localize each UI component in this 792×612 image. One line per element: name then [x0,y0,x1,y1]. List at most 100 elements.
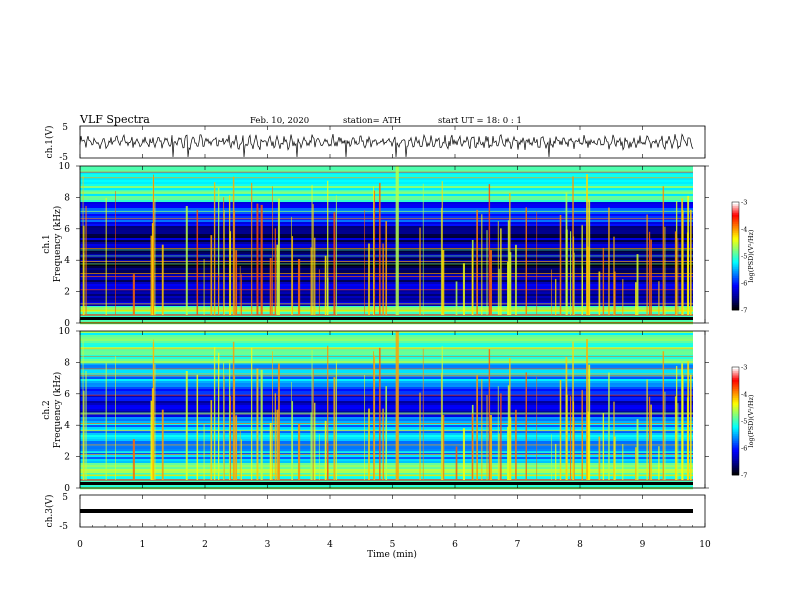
ch2-colorbar-swatch [732,399,739,402]
ch1-spectrogram-sferic [297,259,301,315]
ch2-spectrogram-row [80,367,693,370]
ch2-spectrogram-sferic [217,352,220,480]
ch2-spectrogram-sferic [622,444,624,480]
ch1-spectrogram-sferic [333,212,336,315]
ch1-spectrogram-row [80,216,693,219]
ch1-spectrogram-sferic [658,281,660,315]
ch2-spectrogram-ytick-label: 8 [64,358,70,368]
ch2-colorbar-swatch [732,421,739,424]
ch2-spectrogram-sferic [314,402,316,480]
ch1-spectrogram-sferic [497,221,499,315]
ch1-spectrogram-sferic [310,247,312,315]
ch2-spectrogram-sferic [153,339,155,480]
ch1-colorbar-swatch [732,279,739,282]
ch2-spectrogram-sferic [291,401,294,480]
ch2-spectrogram-sferic [132,439,135,480]
ch1-spectrogram-ytick-label: 6 [64,225,70,235]
ch1-spectrogram-sferic [223,210,225,315]
ch1-spectrogram-sferic [364,209,365,315]
ch2-spectrogram-sferic [324,420,327,480]
ch2-spectrogram-sferic [82,340,84,480]
ch1-spectrogram-sferic [327,277,329,315]
ch1-colorbar-swatch [732,302,739,305]
ch1-colorbar-swatch [732,288,739,291]
ch2-spectrogram-row [80,357,693,360]
ch2-spectrogram-sferic [310,412,312,480]
ch1-spectrogram-sferic [291,216,292,315]
ch1-spectrogram-sferic [565,192,568,315]
ch2-spectrogram-sferic [251,347,253,480]
ch2-spectrogram-sferic [327,442,329,480]
ch2-spectrogram-sferic [572,341,574,480]
ch1-colorbar-tick-label: -6 [741,280,747,288]
ch2-spectrogram-sferic [234,375,236,480]
ch1-spectrogram-no-data [693,166,705,323]
ch2-spectrogram-sferic [586,339,588,480]
ch2-spectrogram-sferic [274,393,276,480]
ch2-spectrogram-sferic [498,433,500,480]
ch1-spectrogram-narrowband-line [80,321,693,323]
ch1-colorbar-swatch [732,274,739,277]
ch1-spectrogram-sferic [318,269,320,315]
ch1-spectrogram-row [80,178,693,181]
ch2-spectrogram-sferic [241,439,242,480]
ch2-colorbar-swatch [732,392,739,395]
ch2-colorbar-swatch [732,415,739,418]
ch2-colorbar-swatch [732,430,739,433]
ch2-spectrogram-sferic [608,372,610,480]
ch2-colorbar-swatch [732,467,739,470]
time-tick-label: 2 [202,540,208,550]
ch2-spectrogram-row [80,365,693,368]
ch2-spectrogram-sferic [662,351,665,480]
ch2-spectrogram-sferic [419,392,421,480]
ch2-colorbar-swatch [732,473,739,476]
ch2-spectrogram-image [80,331,705,490]
time-tick-label: 4 [327,540,333,550]
ch1-colorbar-swatch [732,277,739,280]
ch3-ytick-top: 5 [62,493,68,503]
ch2-spectrogram-sferic [218,439,219,480]
ch2-spectrogram-sferic [277,363,280,480]
ch2-spectrogram-narrowband-line [80,375,693,377]
ch1-spectrogram-sferic [196,209,199,315]
ch1-spectrogram-sferic [646,214,648,315]
ch2-spectrogram-sferic [536,376,538,480]
ch2-spectrogram-sferic [213,347,216,480]
ch1-colorbar-swatch [732,232,739,235]
ch2-spectrogram-sferic [232,341,235,480]
ch2-spectrogram-sferic [272,351,273,480]
ch2-spectrogram-row [80,353,693,356]
ch2-spectrogram-ytick-label: 6 [64,390,70,400]
ch2-spectrogram-sferic [239,431,241,480]
ch2-spectrogram-sferic [689,374,692,480]
ch2-spectrogram-sferic [588,364,591,480]
ch1-spectrogram-sferic [82,175,84,315]
ch2-spectrogram-sferic [681,363,684,480]
ch2-spectrogram-ytick-label: 10 [59,327,71,337]
ch1-spectrogram-sferic [314,237,316,315]
ch1-colorbar-tick-label: -4 [741,226,747,234]
ch1-colorbar-swatch [732,209,739,212]
ch2-spectrogram-sferic [395,331,399,480]
ch2-spectrogram-sferic [515,409,517,480]
ch1-spectrogram-row [80,202,693,205]
ch1-colorbar-swatch [732,257,739,260]
ch1-colorbar-swatch [732,275,739,278]
ch1-spectrogram-sferic [648,231,651,315]
ch1-colorbar-swatch [732,247,739,250]
ch2-colorbar-swatch [732,431,739,434]
ch1-spectrogram-sferic [636,254,639,315]
ch1-waveform-trace [79,133,694,158]
ch2-spectrogram-row [80,339,693,342]
ch1-spectrogram-sferic [498,268,500,315]
ch2-colorbar-swatch [732,388,739,391]
ch1-spectrogram-row [80,172,693,175]
ch2-spectrogram-row [80,349,693,352]
ch2-spectrogram-ylabel-channel: ch.2 [42,400,52,419]
ch2-colorbar-swatch [732,372,739,375]
ch2-spectrogram-sferic [297,424,301,480]
ch2-colorbar-swatch [732,412,739,415]
ch1-colorbar-swatch [732,202,739,205]
ch2-colorbar-swatch [732,446,739,449]
ch1-colorbar-swatch [732,266,739,269]
